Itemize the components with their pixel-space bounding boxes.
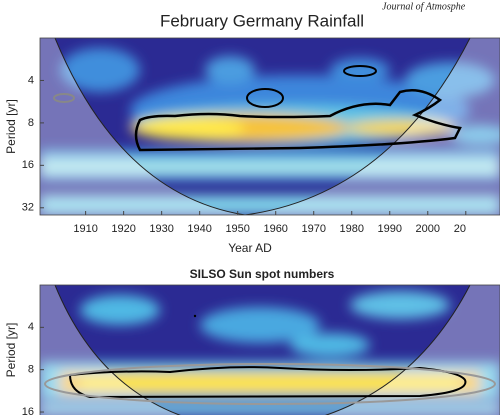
y-tick-label: 4 <box>28 321 34 333</box>
x-tick-label: 1930 <box>149 223 173 235</box>
x-tick-label: 1910 <box>73 223 97 235</box>
journal-header: Journal of Atmosphe <box>382 1 466 12</box>
wavelet-spectrum <box>40 285 500 415</box>
plot-frame <box>39 284 500 415</box>
panel-title: February Germany Rainfall <box>160 11 364 30</box>
x-tick-label: 1980 <box>339 223 363 235</box>
x-tick-label: 1990 <box>378 223 402 235</box>
wavelet-spectrum <box>40 38 500 215</box>
panel-title: SILSO Sun spot numbers <box>190 267 335 281</box>
x-tick-label: 2000 <box>416 223 440 235</box>
y-tick-label: 4 <box>28 74 34 86</box>
x-axis-label: Year AD <box>228 241 272 255</box>
y-tick-label: 16 <box>22 159 34 171</box>
y-tick-label: 8 <box>28 364 34 376</box>
y-tick-label: 32 <box>22 202 34 214</box>
x-tick-label: 1940 <box>187 223 211 235</box>
y-tick-label: 16 <box>22 406 34 415</box>
x-tick-label: 1920 <box>111 223 135 235</box>
y-tick-label: 8 <box>28 117 34 129</box>
x-tick-label: 20 <box>454 223 466 235</box>
x-tick-label: 1960 <box>263 223 287 235</box>
y-axis-label: Period [yr] <box>4 323 18 378</box>
x-tick-label: 1950 <box>225 223 249 235</box>
y-axis-label: Period [yr] <box>4 99 18 154</box>
x-tick-label: 1970 <box>301 223 325 235</box>
plot-frame <box>39 37 500 216</box>
